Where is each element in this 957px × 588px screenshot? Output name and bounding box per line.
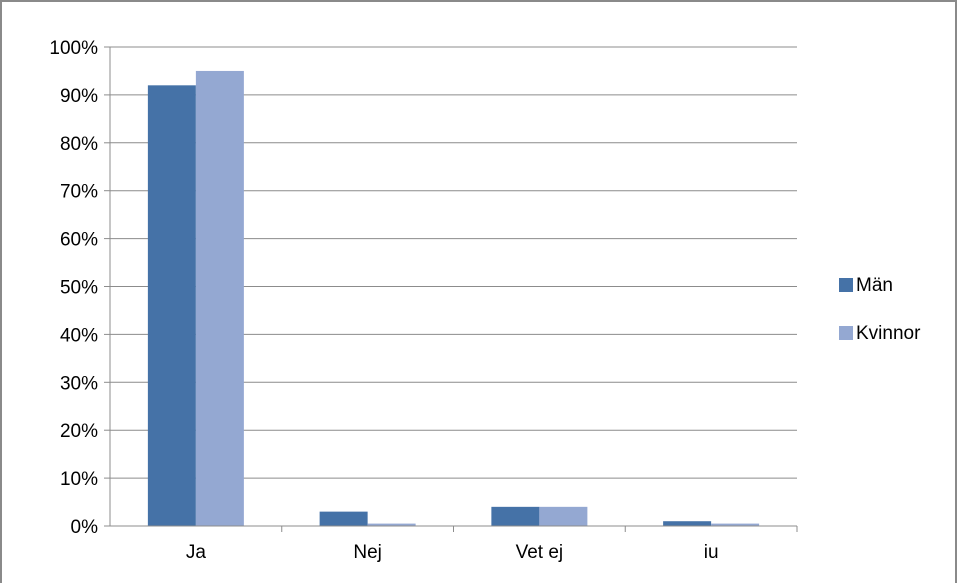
y-tick-label: 10% bbox=[60, 469, 98, 490]
x-tick-label: iu bbox=[704, 542, 719, 563]
bar-kvinnor-vet-ej bbox=[539, 506, 588, 526]
y-tick-label: 30% bbox=[60, 373, 98, 394]
x-tick-label: Ja bbox=[186, 542, 207, 563]
bar-kvinnor-iu bbox=[711, 523, 760, 526]
y-tick-label: 40% bbox=[60, 325, 98, 346]
legend-swatch-män bbox=[839, 278, 853, 292]
legend-label: Män bbox=[856, 275, 893, 296]
legend-label: Kvinnor bbox=[856, 323, 921, 344]
axes bbox=[109, 47, 798, 532]
y-axis-ticks: 0% 10% 20% 30% 40% 50% 60% 70% 80% 90% 100% bbox=[49, 38, 110, 538]
x-axis-labels: Ja Nej Vet ej iu bbox=[186, 542, 719, 563]
y-tick-label: 0% bbox=[71, 517, 99, 538]
legend: Män Kvinnor bbox=[839, 275, 921, 344]
y-tick-label: 60% bbox=[60, 230, 98, 251]
x-tick-label: Vet ej bbox=[516, 542, 564, 563]
legend-swatch-kvinnor bbox=[839, 326, 853, 340]
bar-män-iu bbox=[663, 521, 712, 526]
bar-män-ja bbox=[147, 85, 196, 526]
bar-män-vet-ej bbox=[491, 506, 540, 526]
y-tick-label: 90% bbox=[60, 86, 98, 107]
y-tick-label: 50% bbox=[60, 278, 98, 299]
bar-kvinnor-ja bbox=[195, 70, 244, 526]
x-tick-label: Nej bbox=[353, 542, 382, 563]
y-tick-label: 70% bbox=[60, 182, 98, 203]
y-tick-label: 100% bbox=[49, 38, 98, 59]
y-tick-label: 20% bbox=[60, 421, 98, 442]
bar-män-nej bbox=[319, 511, 368, 526]
y-tick-label: 80% bbox=[60, 134, 98, 155]
bar-kvinnor-nej bbox=[367, 523, 416, 526]
bars bbox=[147, 70, 760, 526]
